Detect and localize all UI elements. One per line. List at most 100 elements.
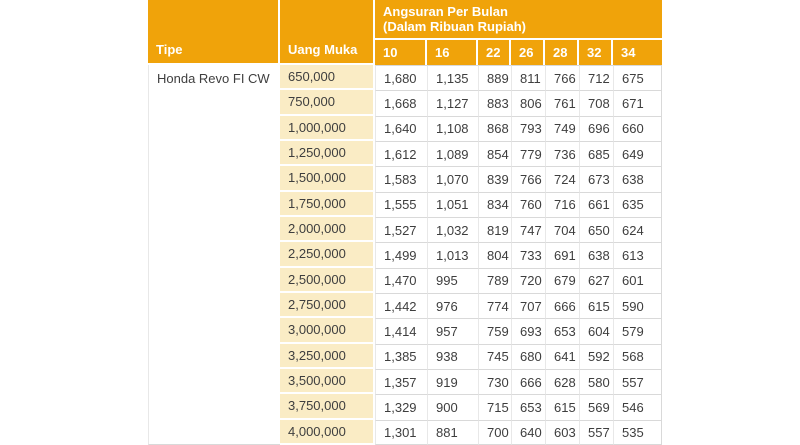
installment-value-cell: 883 bbox=[478, 90, 511, 116]
table-row: 2,750,000 1,442 976 774 707 666 615 590 bbox=[148, 292, 663, 319]
installment-value-cell: 579 bbox=[613, 318, 663, 344]
down-payment-cell: 1,250,000 bbox=[280, 140, 375, 167]
installment-value-cell: 889 bbox=[478, 65, 511, 91]
header-row-top: Tipe Uang Muka Angsuran Per Bulan (Dalam… bbox=[148, 0, 663, 65]
installment-value-cell: 1,414 bbox=[375, 318, 427, 344]
table-row: 4,000,000 1,301 881 700 640 603 557 535 bbox=[148, 419, 663, 445]
installment-value-cell: 1,013 bbox=[427, 242, 478, 268]
installment-value-cell: 976 bbox=[427, 292, 478, 319]
installment-value-cell: 675 bbox=[613, 65, 663, 91]
installment-value-cell: 733 bbox=[511, 242, 545, 268]
table-row: 1,000,000 1,640 1,108 868 793 749 696 660 bbox=[148, 115, 663, 141]
installment-value-cell: 638 bbox=[613, 166, 663, 192]
installment-value-cell: 811 bbox=[511, 65, 545, 91]
installment-value-cell: 615 bbox=[579, 292, 613, 319]
installment-value-cell: 1,108 bbox=[427, 115, 478, 141]
installment-value-cell: 615 bbox=[545, 394, 579, 420]
down-payment-cell: 4,000,000 bbox=[280, 419, 375, 445]
installment-value-cell: 1,640 bbox=[375, 115, 427, 141]
down-payment-cell: 650,000 bbox=[280, 65, 375, 91]
installment-table-body: Honda Revo FI CW 650,000 1,680 1,135 889 811 7… bbox=[148, 65, 663, 445]
installment-value-cell: 569 bbox=[579, 394, 613, 420]
down-payment-cell: 1,750,000 bbox=[280, 191, 375, 217]
installment-value-cell: 624 bbox=[613, 216, 663, 243]
installment-value-cell: 635 bbox=[613, 191, 663, 217]
installment-value-cell: 779 bbox=[511, 140, 545, 167]
tenor-column-header: 32 bbox=[579, 40, 613, 65]
installment-value-cell: 641 bbox=[545, 343, 579, 369]
down-payment-cell: 750,000 bbox=[280, 90, 375, 116]
installment-value-cell: 590 bbox=[613, 292, 663, 319]
installment-value-cell: 693 bbox=[511, 318, 545, 344]
installment-value-cell: 736 bbox=[545, 140, 579, 167]
down-payment-cell: 3,000,000 bbox=[280, 318, 375, 344]
table-row: Honda Revo FI CW 650,000 1,680 1,135 889 811 7… bbox=[148, 65, 663, 445]
installment-value-cell: 1,555 bbox=[375, 191, 427, 217]
down-payment-cell: 3,500,000 bbox=[280, 368, 375, 395]
installment-value-cell: 638 bbox=[579, 242, 613, 268]
angsuran-subtitle: (Dalam Ribuan Rupiah) bbox=[383, 19, 527, 34]
installment-value-cell: 995 bbox=[427, 267, 478, 293]
installment-value-cell: 881 bbox=[427, 419, 478, 445]
installment-value-cell: 603 bbox=[545, 419, 579, 445]
installment-value-cell: 806 bbox=[511, 90, 545, 116]
table-header: Tipe Uang Muka Angsuran Per Bulan (Dalam… bbox=[148, 0, 663, 65]
installment-value-cell: 957 bbox=[427, 318, 478, 344]
down-payment-cell: 2,750,000 bbox=[280, 292, 375, 319]
installment-value-cell: 1,668 bbox=[375, 90, 427, 116]
installment-value-cell: 839 bbox=[478, 166, 511, 192]
down-payment-cell: 2,500,000 bbox=[280, 267, 375, 293]
installment-value-cell: 568 bbox=[613, 343, 663, 369]
installment-value-cell: 613 bbox=[613, 242, 663, 268]
down-payment-cell: 1,500,000 bbox=[280, 166, 375, 192]
installment-value-cell: 720 bbox=[511, 267, 545, 293]
installment-value-cell: 1,089 bbox=[427, 140, 478, 167]
installment-value-cell: 653 bbox=[545, 318, 579, 344]
installment-value-cell: 761 bbox=[545, 90, 579, 116]
installment-value-cell: 1,583 bbox=[375, 166, 427, 192]
installment-value-cell: 730 bbox=[478, 368, 511, 395]
down-payment-cell: 3,750,000 bbox=[280, 394, 375, 420]
down-payment-cell: 2,000,000 bbox=[280, 216, 375, 243]
installment-value-cell: 819 bbox=[478, 216, 511, 243]
installment-value-cell: 854 bbox=[478, 140, 511, 167]
installment-value-cell: 661 bbox=[579, 191, 613, 217]
table-row: 1,250,000 1,612 1,089 854 779 736 685 649 bbox=[148, 140, 663, 167]
installment-value-cell: 580 bbox=[579, 368, 613, 395]
installment-value-cell: 685 bbox=[579, 140, 613, 167]
installment-value-cell: 804 bbox=[478, 242, 511, 268]
header-row-tenors: 10 16 22 26 28 32 34 bbox=[148, 40, 663, 65]
installment-value-cell: 1,499 bbox=[375, 242, 427, 268]
installment-value-cell: 628 bbox=[545, 368, 579, 395]
installment-value-cell: 679 bbox=[545, 267, 579, 293]
down-payment-cell: 3,250,000 bbox=[280, 343, 375, 369]
table-row: 1,750,000 1,555 1,051 834 760 716 661 635 bbox=[148, 191, 663, 217]
table-row: 3,250,000 1,385 938 745 680 641 592 568 bbox=[148, 343, 663, 369]
installment-value-cell: 1,385 bbox=[375, 343, 427, 369]
installment-value-cell: 535 bbox=[613, 419, 663, 445]
installment-value-cell: 604 bbox=[579, 318, 613, 344]
tenor-column-header: 16 bbox=[427, 40, 478, 65]
installment-value-cell: 671 bbox=[613, 90, 663, 116]
table-row: 750,000 1,668 1,127 883 806 761 708 671 bbox=[148, 90, 663, 116]
installment-value-cell: 712 bbox=[579, 65, 613, 91]
down-payment-cell: 2,250,000 bbox=[280, 242, 375, 268]
installment-value-cell: 868 bbox=[478, 115, 511, 141]
installment-price-table: Tipe Uang Muka Angsuran Per Bulan (Dalam… bbox=[148, 0, 663, 445]
installment-value-cell: 557 bbox=[579, 419, 613, 445]
angsuran-title: Angsuran Per Bulan bbox=[383, 4, 508, 19]
installment-value-cell: 696 bbox=[579, 115, 613, 141]
installment-value-cell: 546 bbox=[613, 394, 663, 420]
installment-value-cell: 660 bbox=[613, 115, 663, 141]
table-row: 3,000,000 1,414 957 759 693 653 604 579 bbox=[148, 318, 663, 344]
installment-value-cell: 774 bbox=[478, 292, 511, 319]
tenor-column-header: 34 bbox=[613, 40, 663, 65]
uang-muka-column-header: Uang Muka bbox=[280, 0, 375, 65]
installment-value-cell: 557 bbox=[613, 368, 663, 395]
table-row: 1,500,000 1,583 1,070 839 766 724 673 638 bbox=[148, 166, 663, 192]
installment-value-cell: 1,329 bbox=[375, 394, 427, 420]
installment-value-cell: 1,357 bbox=[375, 368, 427, 395]
installment-value-cell: 666 bbox=[545, 292, 579, 319]
installment-value-cell: 707 bbox=[511, 292, 545, 319]
